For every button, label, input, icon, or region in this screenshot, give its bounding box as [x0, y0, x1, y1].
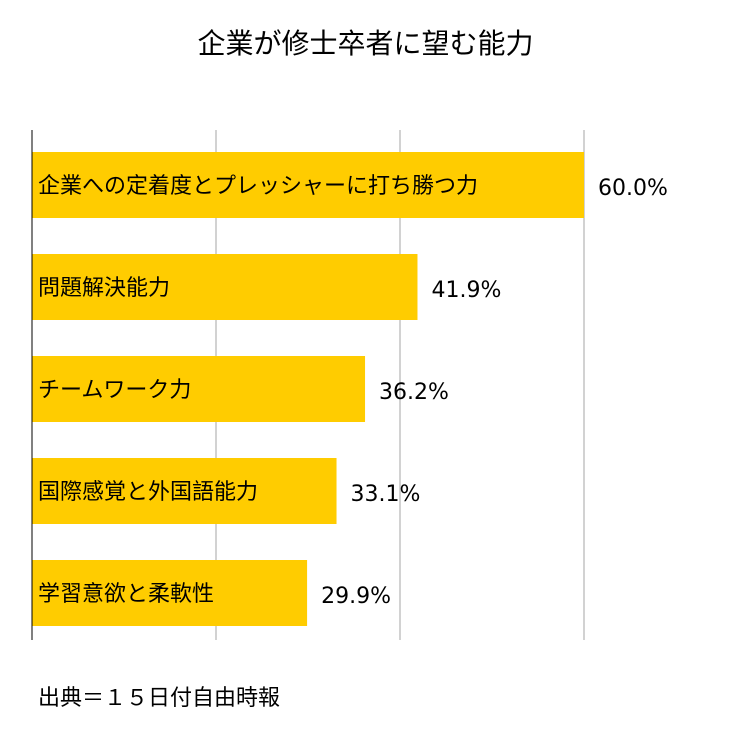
chart-title: 企業が修士卒者に望む能力 — [197, 27, 534, 60]
bar-0 — [32, 152, 584, 218]
category-label-1: 問題解決能力 — [38, 276, 170, 301]
category-labels: 企業への定着度とプレッシャーに打ち勝つ力問題解決能力チームワーク力国際感覚と外国… — [38, 174, 478, 607]
bar-1 — [32, 254, 418, 320]
value-label-4: 29.9% — [321, 584, 391, 609]
category-label-4: 学習意欲と柔軟性 — [38, 582, 214, 607]
source-note: 出典＝１５日付自由時報 — [38, 686, 281, 711]
value-label-0: 60.0% — [598, 176, 668, 201]
category-label-2: チームワーク力 — [38, 378, 191, 403]
bar-4 — [32, 560, 308, 626]
bars — [32, 152, 584, 626]
value-label-1: 41.9% — [431, 278, 501, 303]
value-labels: 60.0% 41.9% 36.2% 33.1% 29.9% — [321, 176, 668, 609]
bar-3 — [32, 458, 337, 524]
bar-2 — [32, 356, 366, 422]
value-label-2: 36.2% — [379, 380, 449, 405]
category-label-3: 国際感覚と外国語能力 — [38, 480, 258, 505]
value-label-3: 33.1% — [351, 482, 421, 507]
category-label-0: 企業への定着度とプレッシャーに打ち勝つ力 — [38, 174, 478, 199]
